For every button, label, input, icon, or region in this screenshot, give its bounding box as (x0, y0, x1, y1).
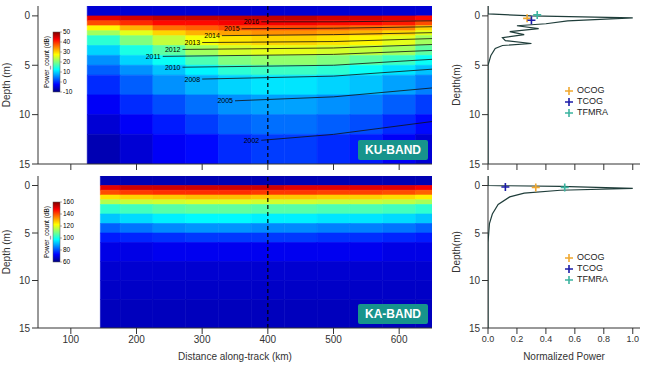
svg-text:10: 10 (19, 275, 31, 286)
svg-text:80: 80 (63, 246, 71, 253)
svg-text:2016: 2016 (244, 18, 260, 25)
svg-text:0.6: 0.6 (569, 334, 582, 344)
svg-text:0: 0 (63, 78, 67, 85)
svg-text:500: 500 (325, 334, 342, 345)
svg-text:100: 100 (62, 334, 79, 345)
svg-text:Power_count (dB): Power_count (dB) (43, 206, 51, 258)
svg-text:0: 0 (24, 10, 30, 21)
svg-text:5: 5 (474, 228, 480, 239)
svg-text:10: 10 (469, 275, 481, 286)
svg-text:2005: 2005 (217, 97, 233, 104)
svg-text:5: 5 (24, 228, 30, 239)
svg-text:140: 140 (63, 210, 74, 217)
svg-text:5: 5 (24, 60, 30, 71)
svg-text:120: 120 (63, 222, 74, 229)
svg-text:Distance along-track (km): Distance along-track (km) (178, 351, 292, 362)
svg-text:0.0: 0.0 (482, 334, 495, 344)
svg-text:Depth (m): Depth (m) (1, 230, 12, 274)
svg-text:10: 10 (469, 109, 481, 120)
svg-text:30: 30 (63, 48, 71, 55)
html-text:TCOG: TCOG (577, 96, 603, 106)
svg-text:2010: 2010 (165, 64, 181, 71)
svg-text:15: 15 (469, 323, 481, 334)
svg-text:2012: 2012 (165, 46, 181, 53)
svg-text:300: 300 (194, 334, 211, 345)
svg-text:2014: 2014 (204, 32, 220, 39)
svg-text:400: 400 (259, 334, 276, 345)
svg-text:5: 5 (474, 60, 480, 71)
svg-text:0.4: 0.4 (540, 334, 553, 344)
svg-text:0: 0 (474, 180, 480, 191)
svg-text:2013: 2013 (185, 39, 201, 46)
svg-text:200: 200 (128, 334, 145, 345)
svg-text:0.2: 0.2 (511, 334, 524, 344)
html-text:KU-BAND: KU-BAND (365, 143, 421, 157)
svg-text:2002: 2002 (244, 137, 260, 144)
svg-text:10: 10 (63, 68, 71, 75)
svg-text:50: 50 (63, 28, 71, 35)
svg-text:0: 0 (474, 10, 480, 21)
svg-text:Depth(m): Depth(m) (451, 231, 462, 273)
svg-text:Depth (m): Depth (m) (1, 63, 12, 107)
svg-text:2015: 2015 (224, 25, 240, 32)
svg-text:1.0: 1.0 (627, 334, 640, 344)
svg-text:60: 60 (63, 258, 71, 265)
html-text:OCOG: OCOG (577, 252, 605, 262)
svg-text:100: 100 (63, 234, 74, 241)
svg-text:40: 40 (63, 38, 71, 45)
svg-text:0.8: 0.8 (598, 334, 611, 344)
svg-text:600: 600 (391, 334, 408, 345)
html-text:KA-BAND: KA-BAND (365, 307, 421, 321)
html-text:OCOG: OCOG (577, 85, 605, 95)
svg-text:Depth(m): Depth(m) (451, 64, 462, 106)
svg-text:Power_count (dB): Power_count (dB) (43, 36, 51, 88)
html-text:TFMRA: TFMRA (577, 107, 608, 117)
svg-text:2008: 2008 (185, 76, 201, 83)
html-text:TCOG: TCOG (577, 263, 603, 273)
svg-text:160: 160 (63, 198, 74, 205)
svg-text:2011: 2011 (146, 53, 161, 60)
svg-text:-10: -10 (63, 88, 73, 95)
svg-text:Normalized Power: Normalized Power (523, 351, 605, 362)
svg-text:0: 0 (24, 180, 30, 191)
svg-text:15: 15 (19, 159, 31, 170)
html-text:TFMRA: TFMRA (577, 274, 608, 284)
svg-text:10: 10 (19, 109, 31, 120)
svg-text:20: 20 (63, 58, 71, 65)
svg-text:15: 15 (469, 159, 481, 170)
svg-text:15: 15 (19, 323, 31, 334)
